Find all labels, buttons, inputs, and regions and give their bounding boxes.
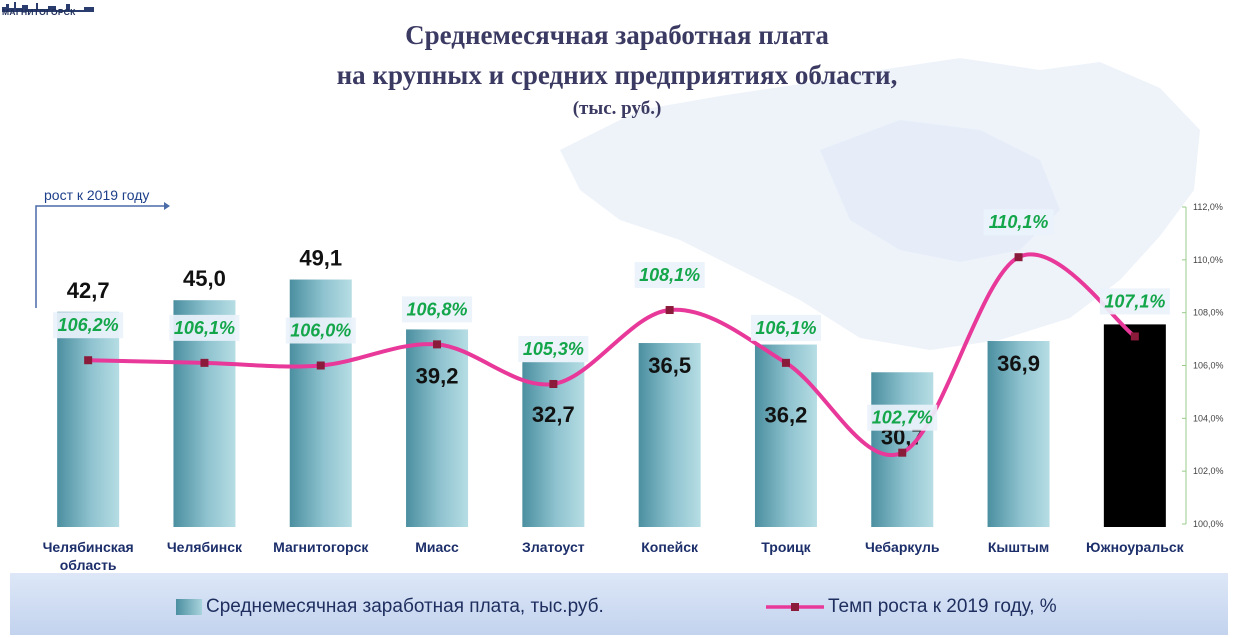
rate-label-box	[169, 314, 240, 341]
callout-label: рост к 2019 году	[44, 187, 150, 203]
bar	[987, 341, 1050, 527]
rate-label: 106,0%	[290, 321, 351, 341]
legend-label-rate: Темп роста к 2019 году, %	[828, 596, 1057, 617]
bar-value-label: 36,5	[648, 353, 691, 378]
rate-label: 107,1%	[1104, 291, 1165, 311]
right-axis-tick-label: 108,0%	[1193, 308, 1224, 318]
legend-swatch-line-icon	[766, 599, 824, 615]
bar	[57, 311, 120, 527]
category-label: Златоуст	[522, 539, 585, 555]
rate-label: 110,1%	[989, 212, 1049, 232]
right-axis-tick-label: 104,0%	[1193, 413, 1224, 423]
category-label: Челябинская область	[43, 539, 134, 573]
legend-item-rate: Темп роста к 2019 году, %	[766, 596, 1057, 618]
category-label: Южноуральск	[1086, 539, 1185, 555]
category-label: Кыштым	[988, 539, 1049, 555]
rate-label: 106,1%	[174, 318, 235, 338]
legend-label-wages: Среднемесячная заработная плата, тыс.руб…	[206, 596, 604, 617]
category-label: Миасс	[415, 539, 459, 555]
rate-marker	[433, 340, 442, 349]
right-axis-tick-label: 106,0%	[1193, 361, 1224, 371]
rate-label-box	[1099, 288, 1170, 315]
chart-title-units: (тыс. руб.)	[572, 98, 662, 119]
rate-marker	[781, 358, 790, 367]
right-axis: 100,0% 102,0% 104,0% 106,0% 108,0% 110,0% 112,…	[1182, 202, 1224, 529]
bar-value-label: 49,1	[299, 246, 342, 271]
chart-title-line2: на крупных и средних предприятиях област…	[336, 60, 898, 90]
rate-marker	[84, 356, 93, 365]
rate-label-box	[750, 314, 821, 341]
rate-label: 105,3%	[523, 339, 584, 359]
rate-line	[88, 252, 1137, 457]
category-label: Магнитогорск	[273, 539, 369, 555]
legend-item-wages: Среднемесячная заработная плата, тыс.руб…	[176, 596, 604, 618]
rate-label-box	[285, 317, 356, 344]
logo: МАГНИТОГОРСК	[0, 0, 104, 32]
bar-value-label: 45,0	[183, 266, 226, 291]
bar-value-label: 36,9	[997, 351, 1040, 376]
city-skyline-icon	[2, 2, 94, 12]
rate-label-box	[867, 404, 938, 431]
rate-marker	[898, 448, 907, 457]
category-label: Троицк	[761, 539, 811, 555]
bar-value-label: 42,7	[67, 278, 110, 303]
bar	[522, 362, 585, 527]
bar-value-label: 39,2	[416, 363, 459, 388]
legend-swatch-bar-icon	[176, 599, 202, 615]
bar-value-label: 36,2	[765, 403, 808, 428]
right-axis-tick-label: 110,0%	[1193, 255, 1223, 265]
rate-marker	[316, 361, 325, 370]
logo-text: МАГНИТОГОРСК	[2, 7, 76, 17]
bar	[406, 329, 469, 527]
rate-line-series	[84, 252, 1139, 457]
rate-labels: 106,2% 106,1% 106,0% 106,8% 105,3% 108,1% 106,…	[53, 209, 1170, 431]
callout-arrow	[35, 202, 170, 308]
right-axis-tick-label: 100,0%	[1193, 519, 1224, 529]
right-axis-tick-label: 102,0%	[1193, 466, 1224, 476]
bar	[1103, 324, 1166, 527]
rate-label: 106,2%	[58, 315, 119, 335]
rate-label: 106,8%	[407, 299, 468, 319]
rate-label-box	[634, 262, 705, 289]
bar	[289, 279, 352, 527]
bar	[638, 343, 701, 527]
rate-marker	[200, 358, 209, 367]
rate-label: 106,1%	[755, 318, 816, 338]
category-label: Чебаркуль	[865, 539, 940, 555]
rate-marker	[1014, 253, 1023, 262]
rate-marker	[665, 306, 674, 315]
bar	[754, 344, 817, 527]
category-label: Копейск	[641, 539, 699, 555]
rate-label-box	[53, 312, 124, 339]
bar-value-labels: 42,7 45,049,139,232,736,536,230,736,9	[67, 246, 1040, 450]
rate-marker	[1130, 332, 1139, 341]
legend-panel	[10, 573, 1228, 635]
bar-value-label: 32,7	[532, 402, 575, 427]
rate-marker	[549, 379, 558, 388]
rate-label: 108,1%	[639, 265, 700, 285]
category-labels: Челябинская область Челябинск Магнитогорск М…	[43, 539, 1185, 573]
rate-label-box	[402, 296, 473, 323]
rate-label-box	[983, 209, 1054, 236]
category-label: Челябинск	[167, 539, 243, 555]
right-axis-tick-label: 112,0%	[1193, 202, 1223, 212]
rate-label: 102,7%	[872, 408, 933, 428]
rate-label-box	[518, 335, 589, 362]
chart-title-line1: Среднемесячная заработная плата	[405, 20, 829, 50]
